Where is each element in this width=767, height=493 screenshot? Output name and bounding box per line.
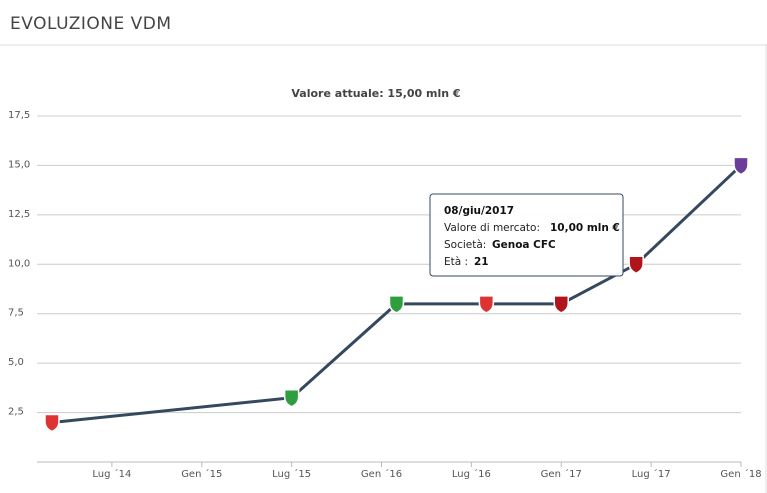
- tooltip-label: Società:: [444, 239, 486, 251]
- club-crest: [553, 295, 570, 314]
- y-tick-label: 12,5: [8, 209, 30, 220]
- club-crest: [733, 156, 749, 176]
- x-tick-label: Gen ´15: [181, 468, 222, 480]
- tooltip-value: Genoa CFC: [492, 239, 556, 251]
- tooltip-date: 08/giu/2017: [444, 205, 514, 217]
- tooltip-box: [429, 193, 624, 277]
- x-tick-label: Gen ´16: [361, 468, 402, 480]
- x-tick-label: Lug ´14: [92, 468, 131, 480]
- header-title: EVOLUZIONE VDM: [10, 14, 172, 34]
- club-crest: [628, 255, 644, 275]
- y-tick-label: 17,5: [8, 110, 30, 121]
- y-tick-label: 15,0: [8, 159, 30, 170]
- y-tick-label: 7,5: [8, 308, 24, 319]
- tooltip: 08/giu/2017 Valore di mercato: 10,00 mln €…: [429, 193, 624, 277]
- tooltip-value: 10,00 mln €: [550, 222, 620, 234]
- x-tick-label: Lug ´16: [452, 468, 491, 480]
- series-line: [51, 164, 743, 424]
- tooltip-value: 21: [474, 256, 489, 268]
- y-tick-label: 10,0: [8, 258, 30, 269]
- club-crest: [283, 388, 300, 408]
- x-tick-label: Gen ´18: [720, 468, 761, 480]
- tooltip-label: Età :: [444, 256, 468, 268]
- y-tick-label: 2,5: [8, 407, 24, 418]
- x-tick-label: Lug ´15: [272, 468, 311, 480]
- x-tick-label: Lug ´17: [632, 468, 671, 480]
- club-crest: [388, 295, 405, 314]
- club-crest: [478, 295, 495, 314]
- x-tick-label: Gen ´17: [541, 468, 582, 480]
- y-tick-label: 5,0: [8, 357, 24, 368]
- club-crest: [44, 413, 60, 433]
- tooltip-label: Valore di mercato:: [444, 222, 540, 234]
- chart-subtitle: Valore attuale: 15,00 mln €: [291, 87, 460, 100]
